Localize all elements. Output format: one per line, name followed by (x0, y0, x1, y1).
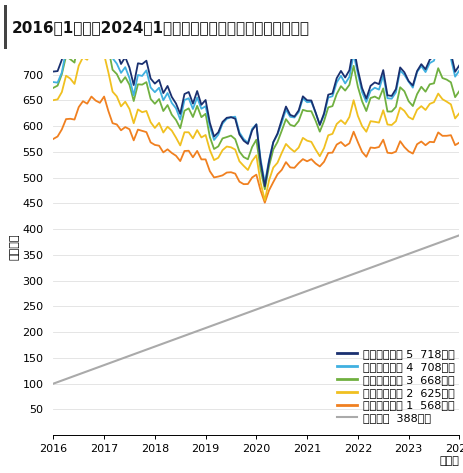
Text: 2016年1月から2024年1月までのパフォーマンス（円建て）: 2016年1月から2024年1月までのパフォーマンス（円建て） (12, 20, 309, 35)
Legend: リスク許容度 5  718万円, リスク許容度 4  708万円, リスク許容度 3  668万円, リスク許容度 2  625万円, リスク許容度 1  56: リスク許容度 5 718万円, リスク許容度 4 708万円, リスク許容度 3… (332, 345, 458, 428)
Bar (4, 6, 7, 49)
X-axis label: （年）: （年） (438, 455, 458, 465)
Y-axis label: （万円）: （万円） (10, 234, 20, 261)
